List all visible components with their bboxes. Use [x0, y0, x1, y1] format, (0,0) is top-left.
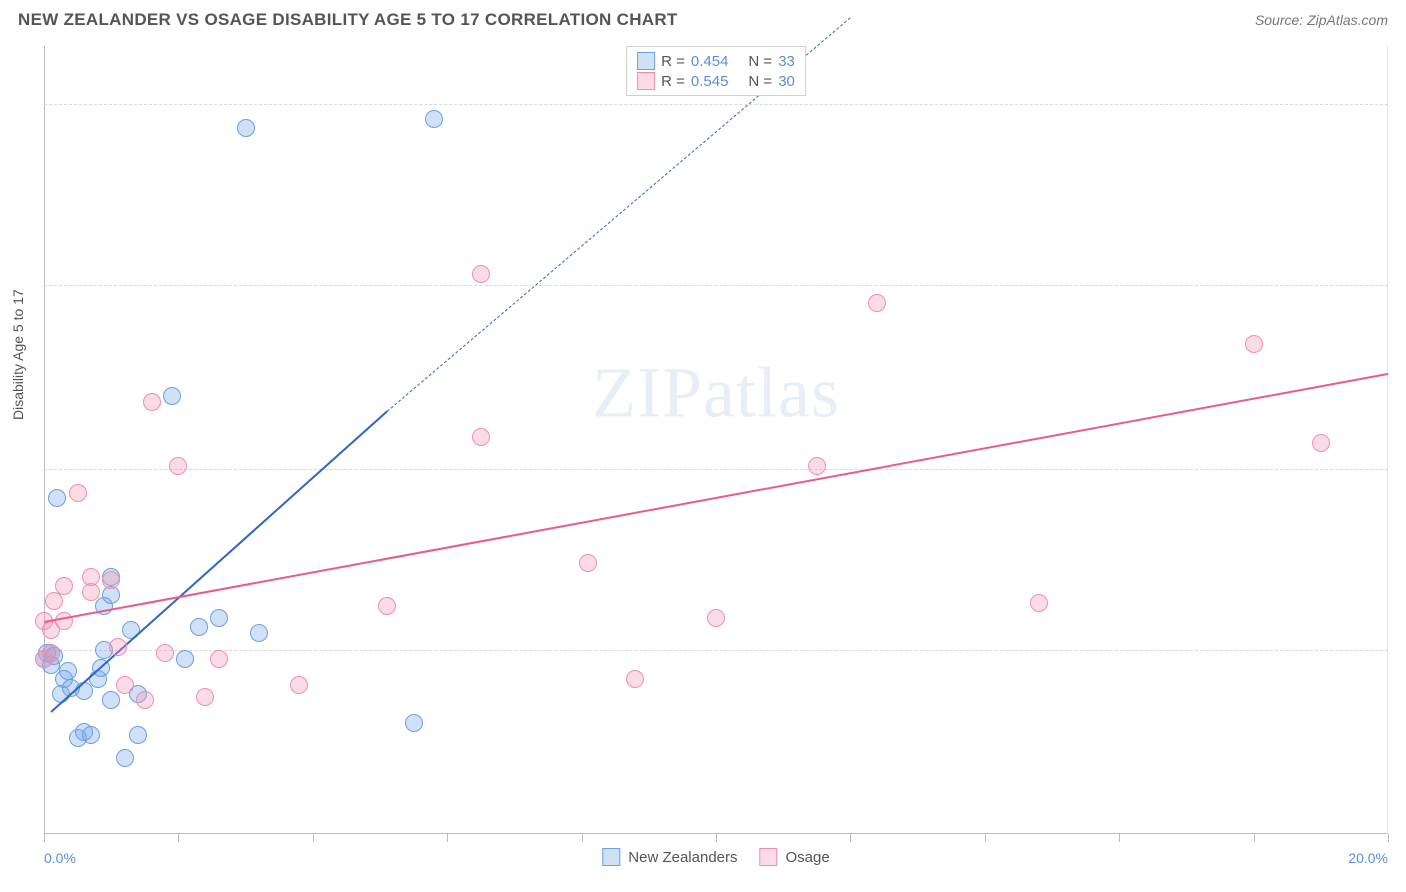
data-point: [102, 691, 120, 709]
data-point: [48, 489, 66, 507]
gridline: [44, 469, 1388, 470]
trend-line: [44, 373, 1388, 623]
data-point: [210, 650, 228, 668]
data-point: [169, 457, 187, 475]
source-text: Source: ZipAtlas.com: [1255, 12, 1388, 28]
legend-label: Osage: [786, 849, 830, 866]
data-point: [626, 670, 644, 688]
data-point: [472, 428, 490, 446]
data-point: [176, 650, 194, 668]
x-tick: [1254, 834, 1255, 842]
y-axis-line: [44, 46, 45, 834]
x-tick: [582, 834, 583, 842]
y-axis-label: Disability Age 5 to 17: [10, 289, 26, 420]
right-border: [1387, 46, 1388, 834]
legend-n-label: N =: [748, 73, 772, 90]
data-point: [55, 612, 73, 630]
data-point: [290, 676, 308, 694]
data-point: [129, 726, 147, 744]
legend-r-value: 0.454: [691, 53, 729, 70]
x-tick: [313, 834, 314, 842]
data-point: [163, 387, 181, 405]
data-point: [405, 714, 423, 732]
legend-row: R = 0.454 N = 33: [637, 51, 795, 71]
legend-r-label: R =: [661, 73, 685, 90]
x-tick-label: 0.0%: [44, 850, 76, 866]
series-legend: New Zealanders Osage: [602, 848, 829, 866]
data-point: [237, 119, 255, 137]
data-point: [808, 457, 826, 475]
gridline: [44, 285, 1388, 286]
data-point: [136, 691, 154, 709]
data-point: [55, 577, 73, 595]
data-point: [579, 554, 597, 572]
data-point: [868, 294, 886, 312]
legend-item: New Zealanders: [602, 848, 737, 866]
data-point: [196, 688, 214, 706]
legend-r-value: 0.545: [691, 73, 729, 90]
watermark: ZIPatlas: [592, 351, 840, 434]
data-point: [143, 393, 161, 411]
x-tick: [447, 834, 448, 842]
chart-area: ZIPatlas 6.3%12.5%18.8%0.0%20.0%R =0.454…: [44, 46, 1388, 834]
legend-label: New Zealanders: [628, 849, 737, 866]
data-point: [1245, 335, 1263, 353]
legend-swatch: [602, 848, 620, 866]
data-point: [250, 624, 268, 642]
correlation-legend: R = 0.454 N = 33 R = 0.545 N = 30: [626, 46, 806, 96]
data-point: [210, 609, 228, 627]
gridline: [44, 650, 1388, 651]
header-bar: NEW ZEALANDER VS OSAGE DISABILITY AGE 5 …: [0, 0, 1406, 36]
data-point: [82, 726, 100, 744]
legend-swatch: [637, 72, 655, 90]
plot-surface: ZIPatlas 6.3%12.5%18.8%0.0%20.0%R =0.454…: [44, 46, 1388, 834]
x-tick: [850, 834, 851, 842]
x-tick: [178, 834, 179, 842]
data-point: [116, 749, 134, 767]
data-point: [116, 676, 134, 694]
data-point: [122, 621, 140, 639]
data-point: [425, 110, 443, 128]
legend-n-value: 30: [778, 73, 795, 90]
data-point: [1030, 594, 1048, 612]
data-point: [42, 644, 60, 662]
data-point: [707, 609, 725, 627]
data-point: [69, 484, 87, 502]
data-point: [59, 662, 77, 680]
data-point: [378, 597, 396, 615]
x-tick: [1388, 834, 1389, 842]
data-point: [1312, 434, 1330, 452]
data-point: [109, 638, 127, 656]
data-point: [82, 583, 100, 601]
x-tick: [716, 834, 717, 842]
legend-n-value: 33: [778, 53, 795, 70]
chart-title: NEW ZEALANDER VS OSAGE DISABILITY AGE 5 …: [18, 10, 678, 30]
x-tick: [44, 834, 45, 842]
legend-item: Osage: [760, 848, 830, 866]
legend-swatch: [760, 848, 778, 866]
data-point: [472, 265, 490, 283]
x-tick: [985, 834, 986, 842]
data-point: [156, 644, 174, 662]
x-tick-label: 20.0%: [1348, 850, 1388, 866]
data-point: [102, 571, 120, 589]
data-point: [190, 618, 208, 636]
legend-swatch: [637, 52, 655, 70]
legend-r-label: R =: [661, 53, 685, 70]
legend-row: R = 0.545 N = 30: [637, 71, 795, 91]
gridline: [44, 104, 1388, 105]
legend-n-label: N =: [748, 53, 772, 70]
x-tick: [1119, 834, 1120, 842]
